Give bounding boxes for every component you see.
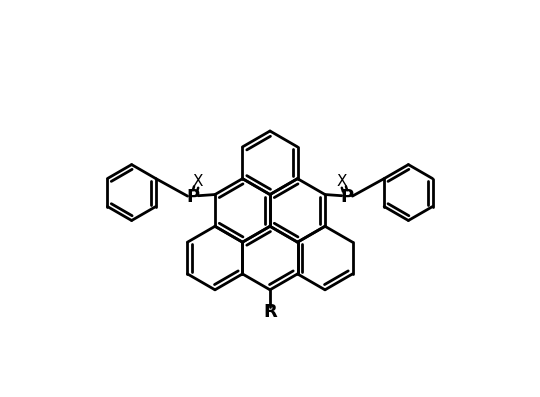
Text: R: R xyxy=(263,303,277,321)
Text: P: P xyxy=(340,187,353,206)
Text: X: X xyxy=(193,174,203,189)
Text: P: P xyxy=(187,187,200,206)
Text: X: X xyxy=(337,174,347,189)
